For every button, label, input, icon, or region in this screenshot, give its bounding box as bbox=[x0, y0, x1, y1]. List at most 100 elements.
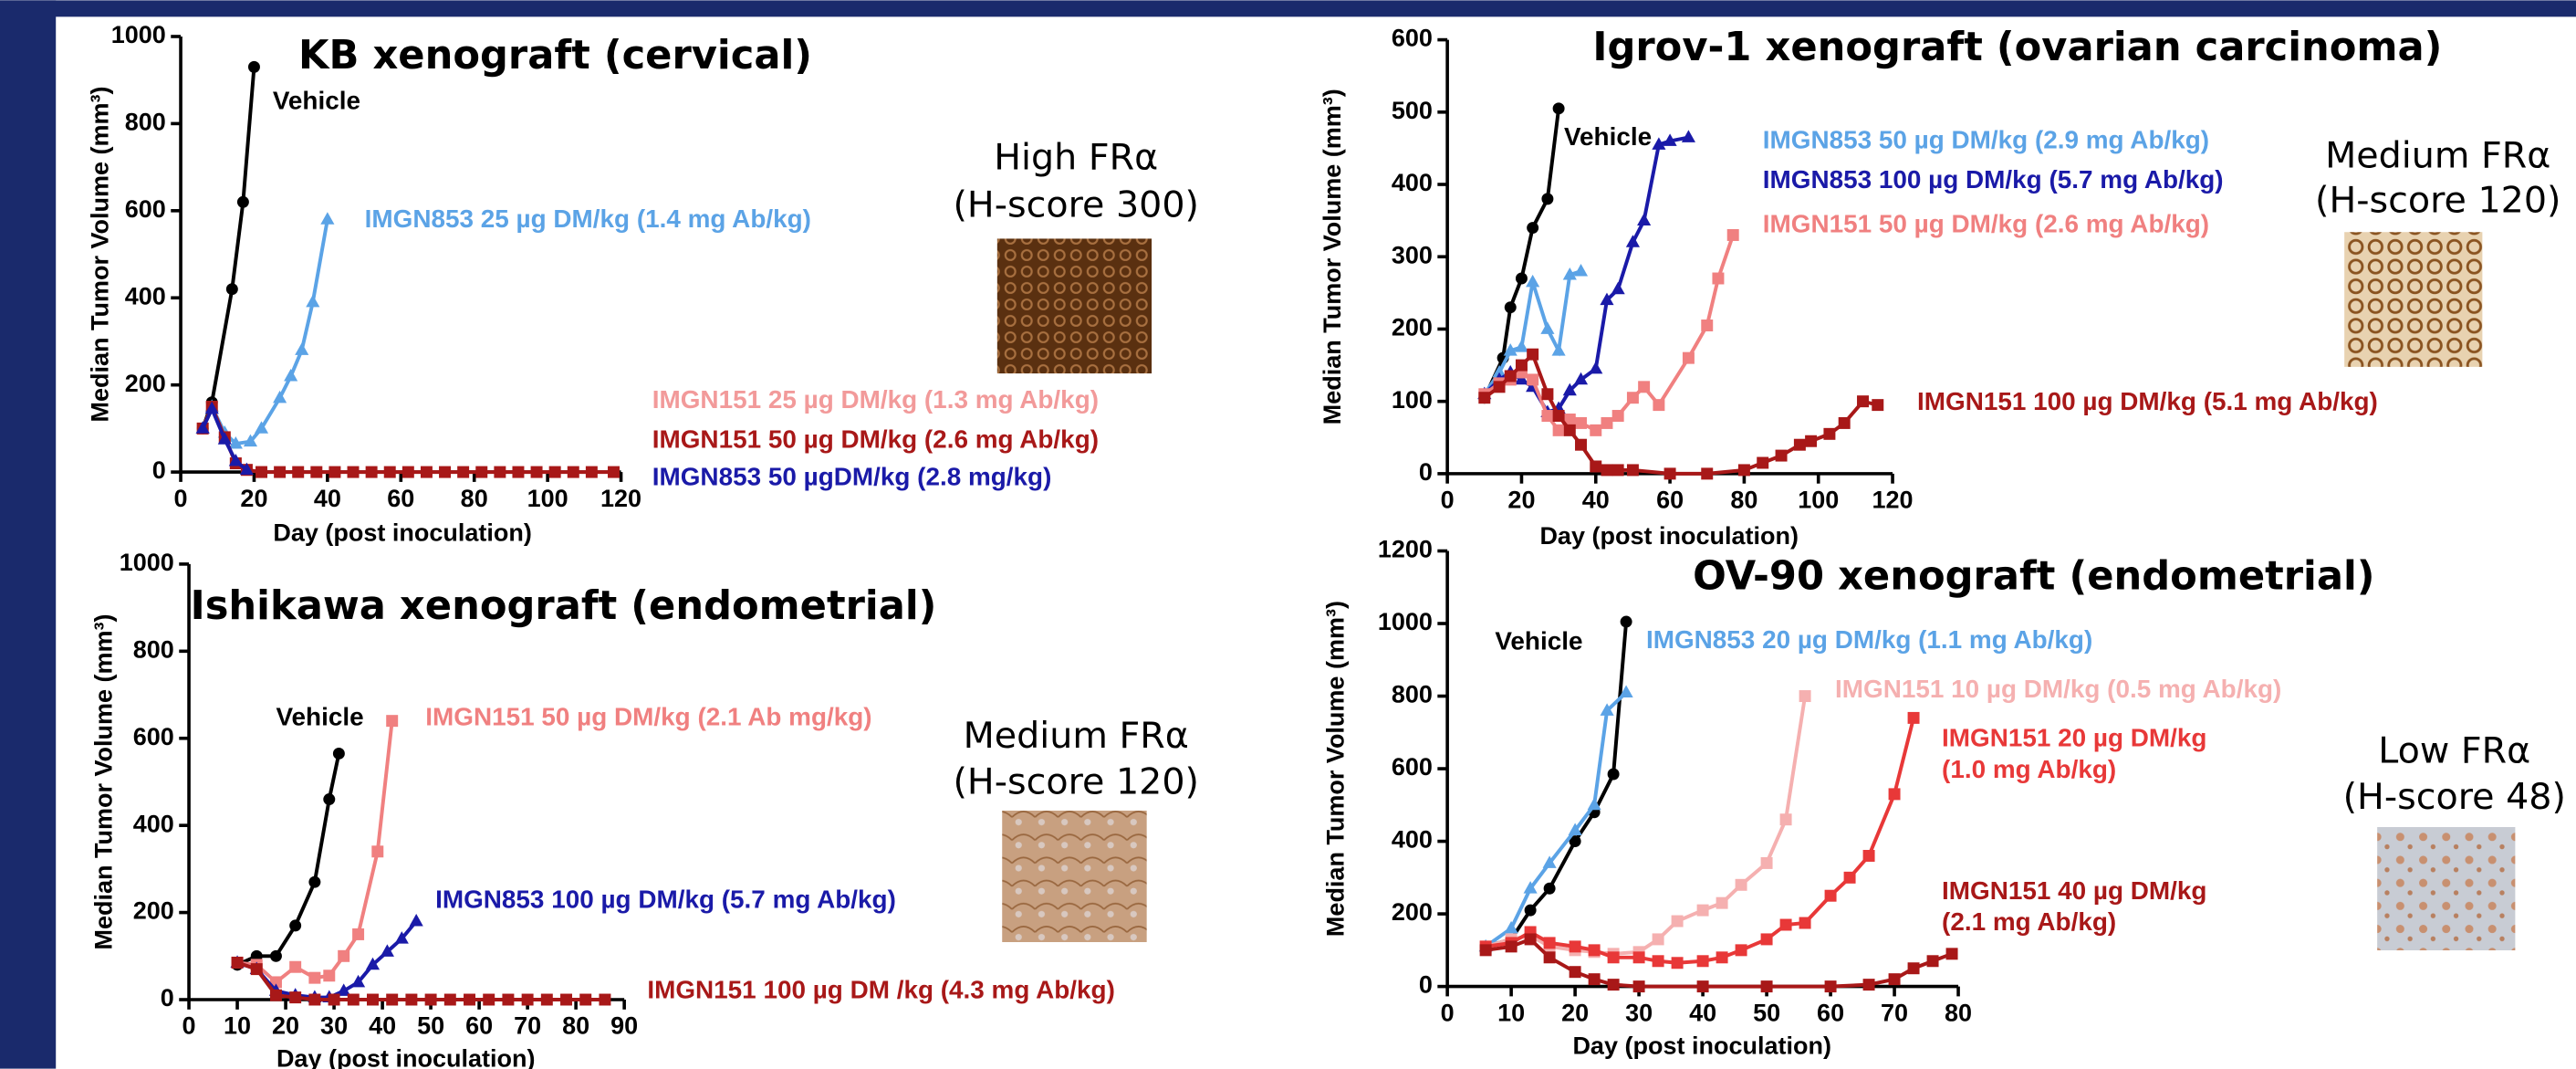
marker bbox=[1541, 410, 1554, 422]
marker bbox=[1760, 856, 1773, 869]
series-line bbox=[201, 219, 329, 446]
x-tick-label: 80 bbox=[1730, 487, 1757, 514]
x-tick-label: 0 bbox=[1441, 999, 1455, 1026]
y-tick-label: 800 bbox=[125, 109, 166, 136]
chart-title: Ishikawa xenograft (endometrial) bbox=[191, 583, 937, 629]
marker bbox=[337, 983, 351, 996]
marker bbox=[1478, 392, 1491, 404]
marker bbox=[1626, 464, 1639, 477]
series-line bbox=[1485, 937, 1953, 989]
marker bbox=[494, 466, 506, 478]
marker bbox=[1696, 955, 1709, 968]
marker bbox=[274, 466, 287, 478]
series-line bbox=[1484, 691, 1628, 948]
y-tick-label: 600 bbox=[125, 195, 166, 223]
legend-label: IMGN853 100 µg DM/kg (5.7 mg Ab/kg) bbox=[435, 885, 896, 913]
marker bbox=[1805, 435, 1818, 447]
marker bbox=[347, 466, 360, 478]
marker bbox=[1712, 272, 1725, 285]
marker bbox=[231, 956, 244, 969]
marker bbox=[250, 963, 263, 976]
marker bbox=[1575, 416, 1587, 429]
marker bbox=[386, 993, 399, 1006]
x-tick-label: 60 bbox=[387, 485, 414, 512]
marker bbox=[1632, 951, 1645, 964]
marker bbox=[405, 993, 418, 1006]
y-tick-label: 1000 bbox=[1378, 608, 1433, 635]
marker bbox=[254, 421, 269, 434]
marker bbox=[1587, 797, 1601, 811]
marker bbox=[1779, 918, 1792, 931]
marker bbox=[1493, 381, 1506, 393]
marker bbox=[1625, 235, 1640, 247]
marker bbox=[530, 466, 543, 478]
marker bbox=[1626, 392, 1639, 404]
x-tick-label: 80 bbox=[461, 485, 488, 512]
y-tick-label: 400 bbox=[125, 282, 166, 309]
legend-label: IMGN853 25 µg DM/kg (1.4 mg Ab/kg) bbox=[365, 204, 811, 233]
marker bbox=[1607, 979, 1620, 991]
marker bbox=[1505, 940, 1517, 953]
series-line bbox=[1485, 621, 1629, 948]
x-tick-label: 30 bbox=[320, 1012, 348, 1040]
marker bbox=[269, 989, 282, 1001]
series-line bbox=[236, 919, 418, 1000]
stain-label: Medium FRα bbox=[964, 715, 1189, 757]
marker bbox=[464, 993, 475, 1006]
marker bbox=[1600, 703, 1614, 716]
legend-label: IMGN151 50 µg DM/kg (2.6 mg Ab/kg) bbox=[652, 424, 1099, 453]
marker bbox=[1611, 281, 1625, 295]
x-tick-label: 90 bbox=[610, 1012, 638, 1040]
y-axis-title: Median Tumor Volume (mm³) bbox=[1322, 601, 1350, 937]
series-line bbox=[236, 753, 341, 967]
marker bbox=[1735, 944, 1747, 957]
x-tick-label: 120 bbox=[600, 485, 641, 512]
y-tick-label: 200 bbox=[1392, 314, 1433, 341]
legend-label: IMGN853 100 µg DM/kg (5.7 mg Ab/kg) bbox=[1763, 165, 2224, 194]
marker bbox=[1551, 343, 1566, 356]
series-line bbox=[236, 720, 394, 985]
marker bbox=[1543, 951, 1556, 964]
marker bbox=[1543, 882, 1556, 895]
x-tick-label: 20 bbox=[1561, 999, 1589, 1026]
x-axis-title: Day (post inoculation) bbox=[1572, 1032, 1831, 1059]
marker bbox=[1907, 711, 1920, 724]
marker bbox=[1793, 438, 1806, 451]
chart-title: KB xenograft (cervical) bbox=[298, 33, 812, 79]
legend-label: IMGN151 25 µg DM/kg (1.3 mg Ab/kg) bbox=[652, 385, 1099, 414]
marker bbox=[1726, 228, 1739, 241]
x-tick-label: 40 bbox=[314, 485, 341, 512]
marker bbox=[1590, 424, 1602, 436]
marker bbox=[1701, 320, 1714, 331]
legend-line: IMGN151 40 µg DM/kg bbox=[1942, 876, 2214, 905]
marker bbox=[329, 466, 341, 478]
stain-image bbox=[1002, 810, 1147, 942]
marker bbox=[195, 421, 210, 434]
marker bbox=[1527, 348, 1539, 361]
stain-score: (H-score 300) bbox=[953, 184, 1199, 226]
marker bbox=[1543, 937, 1556, 949]
marker bbox=[1607, 768, 1620, 781]
x-tick-label: 60 bbox=[1656, 487, 1684, 514]
x-tick-label: 100 bbox=[1798, 487, 1839, 514]
y-tick-label: 600 bbox=[133, 723, 174, 750]
marker bbox=[1527, 222, 1539, 235]
marker bbox=[1552, 410, 1565, 422]
marker bbox=[1514, 340, 1529, 352]
stain-image bbox=[2377, 826, 2516, 950]
marker bbox=[365, 466, 378, 478]
legend-label: IMGN151 100 µg DM/kg (5.1 mg Ab/kg) bbox=[1917, 387, 2378, 415]
legend-line: IMGN151 20 µg DM/kg bbox=[1942, 724, 2214, 752]
marker bbox=[247, 60, 260, 73]
legend-label: IMGN151 50 µg DM/kg (2.1 Ab mg/kg) bbox=[425, 703, 871, 731]
x-tick-label: 0 bbox=[1441, 487, 1455, 514]
marker bbox=[1757, 456, 1769, 469]
marker bbox=[1542, 855, 1557, 868]
y-tick-label: 500 bbox=[1392, 97, 1433, 124]
marker bbox=[243, 434, 257, 447]
marker bbox=[1504, 920, 1518, 934]
stain-label: Low FRα bbox=[2378, 729, 2530, 771]
marker bbox=[217, 432, 232, 445]
marker bbox=[439, 466, 452, 478]
